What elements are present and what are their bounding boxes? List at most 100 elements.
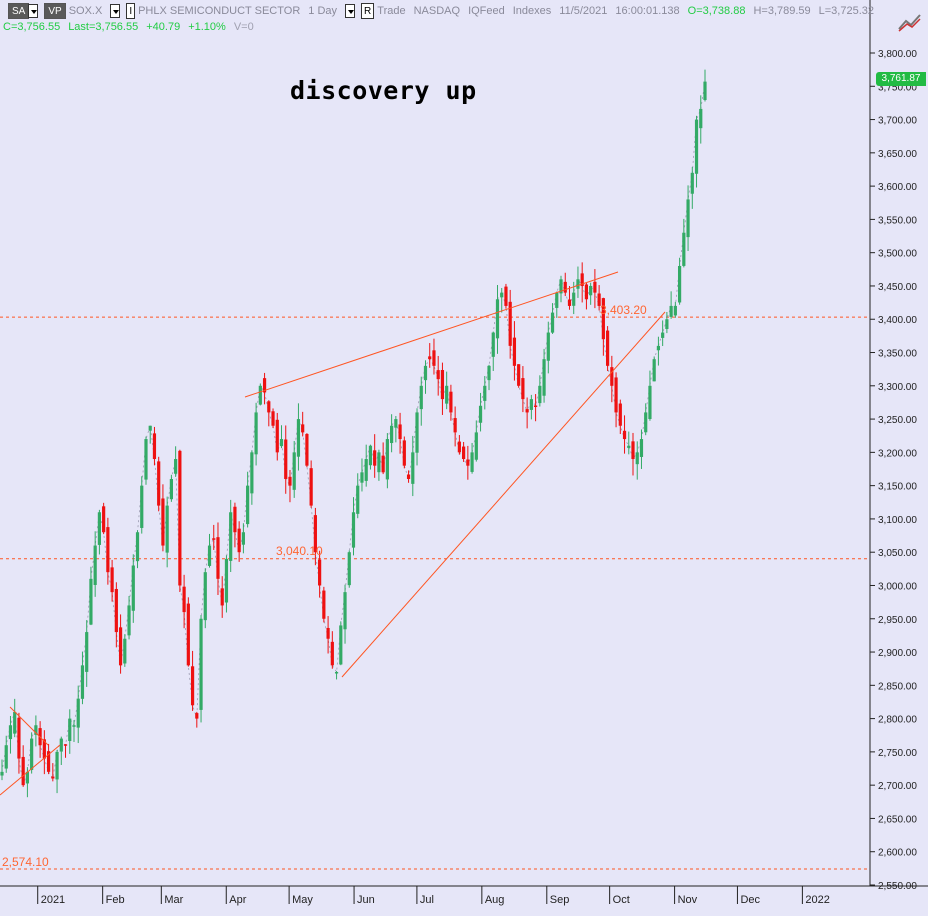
- candle-body: [288, 476, 292, 486]
- candle-body: [656, 345, 661, 351]
- y-tick-label: 2,700.00: [878, 781, 917, 792]
- low-value: L=3,725.32: [818, 5, 875, 17]
- candle-body: [68, 718, 72, 742]
- candle-body: [220, 588, 224, 606]
- y-tick-label: 2,550.00: [878, 881, 917, 892]
- candle-body: [377, 452, 381, 473]
- i-button[interactable]: I: [126, 3, 136, 19]
- candle-body: [436, 370, 440, 380]
- candle-body: [152, 433, 157, 460]
- candle-body: [512, 337, 517, 366]
- candle-body: [76, 698, 80, 728]
- candle-body: [296, 419, 301, 457]
- candle-body: [17, 717, 21, 759]
- candle-body: [224, 558, 229, 603]
- candle-body: [127, 605, 131, 636]
- y-tick-label: 2,750.00: [878, 748, 917, 759]
- candle-body: [309, 468, 313, 506]
- candle-body: [161, 498, 165, 546]
- candle-body: [351, 512, 356, 548]
- candle-body: [538, 385, 542, 404]
- candle-body: [644, 412, 648, 433]
- candle-body: [682, 232, 686, 266]
- candle-body: [284, 439, 288, 479]
- candle-body: [449, 391, 453, 413]
- candle-body: [631, 441, 635, 460]
- y-tick-label: 2,800.00: [878, 715, 917, 726]
- candle-body: [686, 199, 690, 238]
- x-tick-label: 2021: [41, 894, 65, 906]
- candle-body: [470, 452, 474, 472]
- candle-body: [673, 305, 677, 316]
- candle-body: [703, 81, 707, 101]
- y-tick-label: 3,750.00: [878, 82, 917, 93]
- candle-body: [665, 319, 669, 329]
- candle-body: [102, 506, 106, 533]
- candle-body: [8, 725, 13, 740]
- high-value: H=3,789.59: [753, 5, 811, 17]
- candle-body: [144, 439, 148, 480]
- candle-body: [542, 359, 546, 396]
- candle-body: [13, 711, 17, 734]
- candle-body: [385, 439, 389, 480]
- close-connector: [1, 81, 706, 786]
- x-tick-label: Nov: [678, 894, 698, 906]
- candle-body: [364, 459, 368, 481]
- candle-body: [373, 450, 377, 466]
- candle-body: [534, 405, 538, 408]
- candle-body: [254, 412, 258, 455]
- candle-body: [0, 771, 4, 776]
- candle-body: [216, 537, 220, 579]
- candle-body: [195, 713, 199, 719]
- candle-body: [453, 418, 457, 433]
- trendline-upper: [244, 271, 619, 398]
- symbol-label[interactable]: SOX.X: [68, 5, 103, 17]
- x-tick-label: Sep: [550, 894, 570, 906]
- interval-dropdown-icon[interactable]: [345, 4, 356, 18]
- candle-body: [415, 412, 419, 453]
- candle-body: [182, 586, 186, 613]
- change-value: +40.79: [146, 21, 181, 33]
- x-tick-label: Aug: [485, 894, 505, 906]
- candle-body: [246, 485, 250, 525]
- y-tick-label: 3,700.00: [878, 116, 917, 127]
- candle-body: [584, 284, 589, 300]
- candle-body: [318, 559, 322, 586]
- candle-body: [669, 305, 673, 317]
- candle-body: [622, 430, 627, 440]
- candle-body: [402, 440, 406, 466]
- sa-dropdown-icon[interactable]: [28, 4, 39, 18]
- trendline-lower: [341, 311, 666, 678]
- candle-body: [93, 545, 97, 585]
- candle-body: [51, 776, 55, 779]
- feed-label: IQFeed: [468, 5, 505, 17]
- candle-body: [203, 572, 207, 621]
- candle-body: [262, 378, 267, 393]
- sa-button[interactable]: SA: [8, 3, 30, 19]
- interval-label[interactable]: 1 Day: [308, 5, 338, 17]
- symbol-dropdown-icon[interactable]: [110, 4, 121, 18]
- chart-header: SA VP SOX.X I PHLX SEMICONDUCT SECTOR 1 …: [0, 0, 874, 36]
- trendline-icon[interactable]: [898, 12, 922, 32]
- candle-body: [21, 756, 25, 786]
- candle-body: [440, 369, 445, 400]
- candle-body: [500, 292, 504, 298]
- candle-body: [423, 365, 428, 381]
- x-tick-label: Jul: [420, 894, 434, 906]
- candle-body: [339, 625, 343, 665]
- candle-body: [72, 725, 76, 727]
- candle-body: [661, 332, 665, 338]
- vp-button[interactable]: VP: [44, 3, 66, 19]
- candle-body: [567, 299, 572, 306]
- candle-body: [411, 452, 415, 484]
- candle-body: [258, 385, 262, 405]
- open-value: O=3,738.88: [687, 5, 746, 17]
- candle-body: [699, 108, 703, 129]
- candle-body: [652, 359, 656, 382]
- close-value: C=3,756.55: [3, 21, 61, 33]
- y-tick-label: 3,050.00: [878, 548, 917, 559]
- r-button[interactable]: R: [361, 3, 375, 19]
- x-tick-label: Mar: [164, 894, 183, 906]
